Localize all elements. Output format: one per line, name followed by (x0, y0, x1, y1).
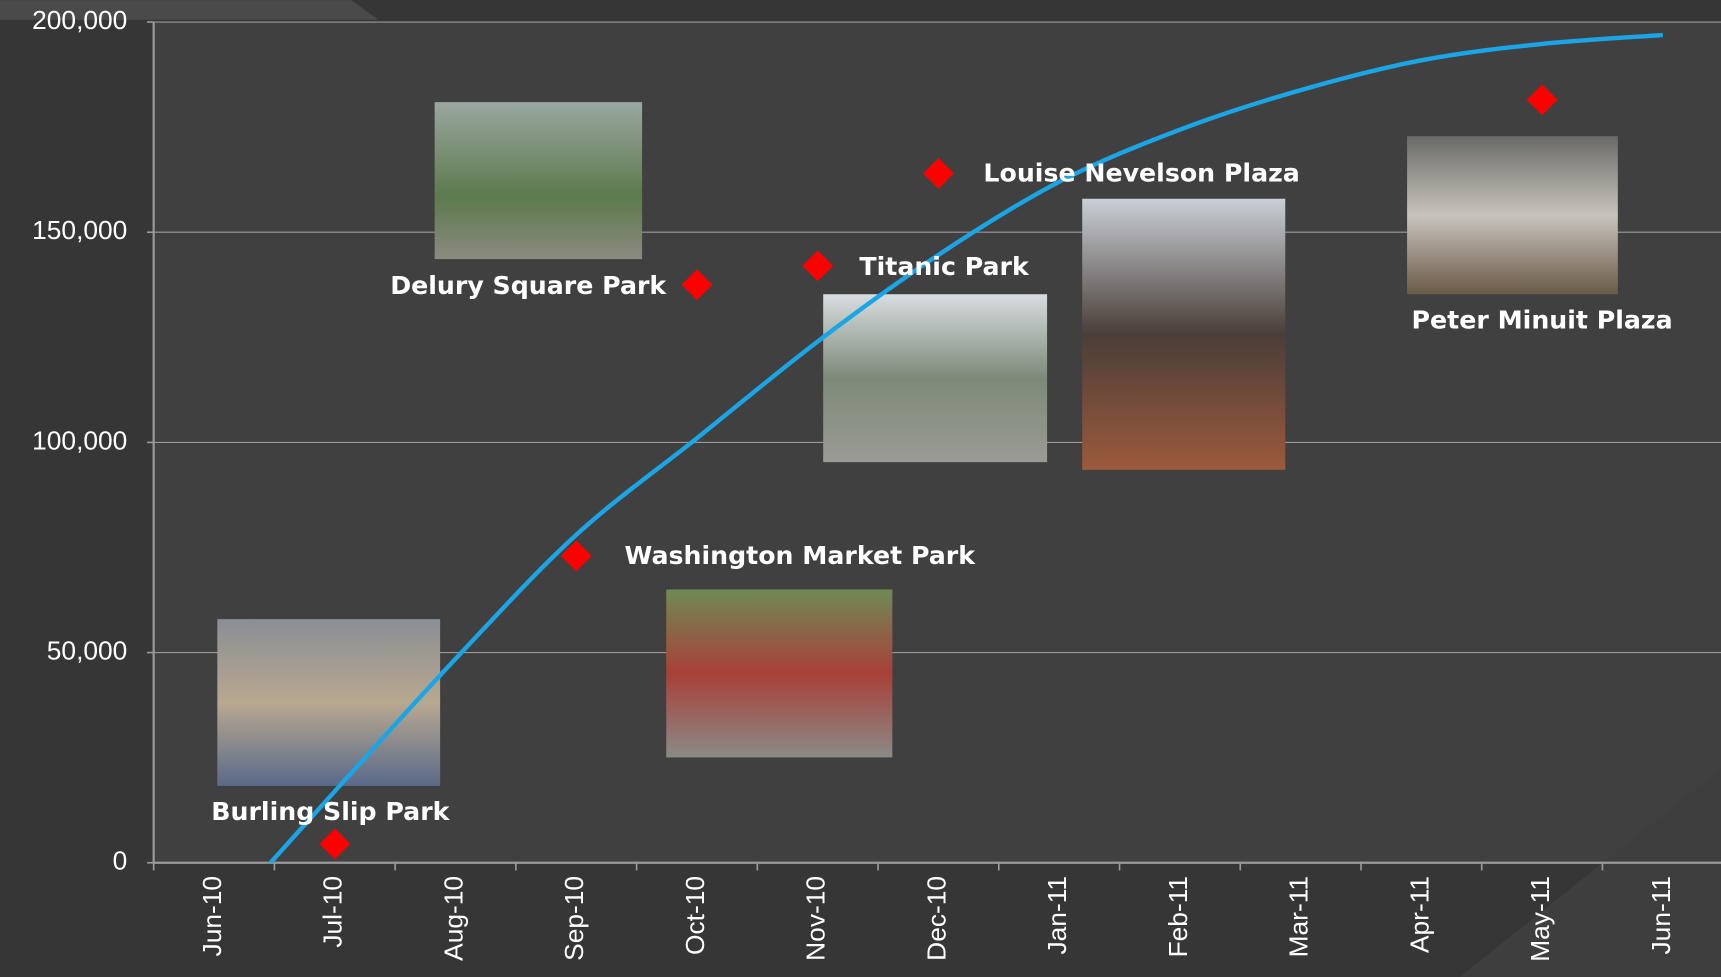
x-tick-label: Jan-11 (1042, 876, 1072, 955)
photo (823, 294, 1048, 463)
point (802, 250, 834, 282)
decoration (0, 0, 379, 20)
x-tick-label: Mar-11 (1284, 876, 1314, 957)
photo (1082, 198, 1286, 470)
y-tick-label: 150,000 (32, 215, 127, 245)
x-tick-label: Sep-10 (559, 876, 589, 961)
x-tick-label: Dec-10 (921, 876, 951, 961)
x-tick-label: Jun-11 (1646, 876, 1676, 955)
photo (217, 619, 441, 786)
x-tick-label: Feb-11 (1163, 876, 1193, 957)
y-tick-label: 100,000 (32, 425, 127, 455)
x-tick-label: Jul-10 (318, 876, 348, 948)
point (1526, 84, 1558, 116)
x-tick-label: Apr-11 (1404, 876, 1434, 953)
x-tick-label: Nov-10 (801, 876, 831, 961)
x-tick-label: May-11 (1525, 876, 1555, 962)
y-tick-label: 200,000 (32, 5, 127, 35)
photos (217, 102, 1618, 786)
photo (434, 102, 643, 260)
x-tick-label: Oct-10 (680, 876, 710, 955)
point-label: Louise Nevelson Plaza (983, 158, 1299, 187)
y-tick-label: 0 (113, 846, 128, 876)
point (681, 269, 713, 301)
trend-line (267, 32, 1663, 863)
point-label: Titanic Park (859, 252, 1030, 281)
x-tick-label: Jun-10 (197, 876, 227, 957)
point-label: Delury Square Park (390, 271, 667, 300)
point-label: Washington Market Park (625, 541, 977, 570)
y-tick-label: 50,000 (47, 636, 128, 666)
point-label: Burling Slip Park (211, 797, 450, 826)
x-tick-label: Aug-10 (438, 876, 468, 961)
point (319, 828, 351, 860)
photo (666, 589, 893, 758)
point-label: Peter Minuit Plaza (1412, 306, 1673, 335)
photo (1407, 136, 1618, 295)
